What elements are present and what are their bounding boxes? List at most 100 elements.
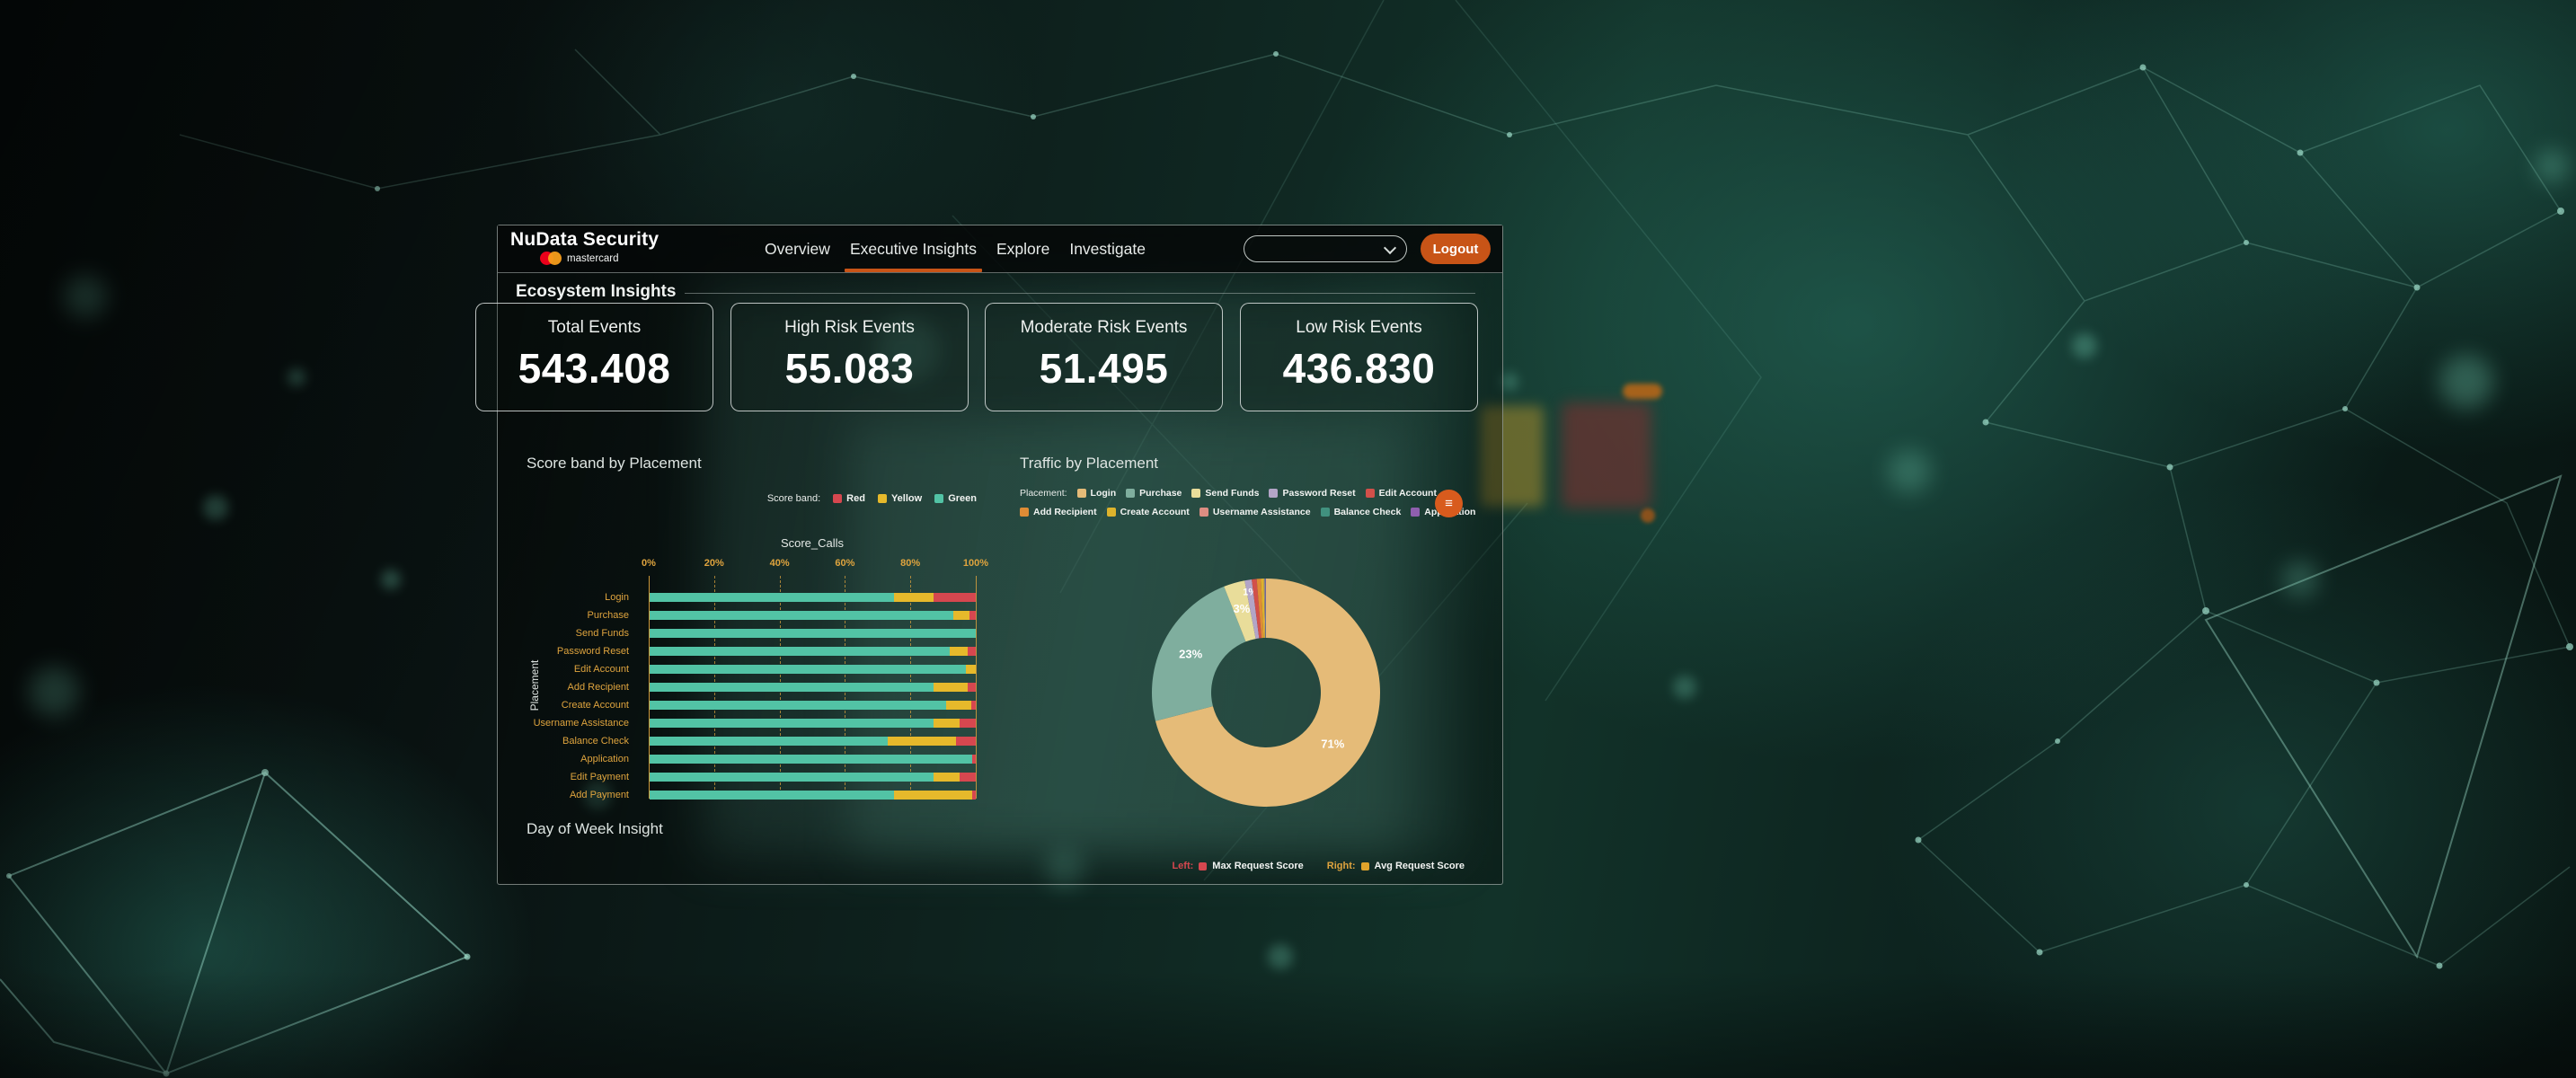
bar-category-label: Password Reset xyxy=(556,646,629,657)
nav-item-explore[interactable]: Explore xyxy=(996,240,1050,258)
background-blob xyxy=(1641,508,1655,523)
donut-slice-create-account[interactable] xyxy=(1261,579,1265,639)
x-axis-ticks: 0% 20% 40% 60% 80% 100% xyxy=(642,558,988,570)
legend-item-password-reset[interactable]: Password Reset xyxy=(1269,488,1356,499)
metric-card-label: Moderate Risk Events xyxy=(1020,318,1188,337)
bar-segment-red[interactable] xyxy=(969,611,976,620)
bar-segment-red[interactable] xyxy=(959,773,976,782)
bar-category-label: Username Assistance xyxy=(533,718,629,729)
bar-segment-red[interactable] xyxy=(967,647,976,656)
logout-button[interactable]: Logout xyxy=(1421,234,1491,264)
bar-category-label: Edit Payment xyxy=(570,772,629,782)
legend-item-purchase[interactable]: Purchase xyxy=(1126,488,1182,499)
bar-segment-red[interactable] xyxy=(970,701,976,710)
bar-category-label: Purchase xyxy=(587,610,629,621)
bar-segment-red[interactable] xyxy=(972,791,976,800)
nav-item-overview[interactable]: Overview xyxy=(765,240,830,258)
bar-row-edit-account xyxy=(649,660,976,678)
donut-slice-add-recipient[interactable] xyxy=(1256,579,1264,639)
mastercard-circle-orange-icon xyxy=(548,252,562,265)
bar-segment-red[interactable] xyxy=(959,719,976,728)
chevron-down-icon xyxy=(1383,241,1397,255)
legend-item-send-funds[interactable]: Send Funds xyxy=(1191,488,1259,499)
legend-title: Placement: xyxy=(1020,488,1067,499)
y-axis-title: Placement xyxy=(528,659,541,711)
nav-item-investigate[interactable]: Investigate xyxy=(1069,240,1146,258)
legend-swatch xyxy=(1020,508,1029,517)
bar-segment-yellow[interactable] xyxy=(946,701,971,710)
gridline xyxy=(649,576,650,799)
bar-track xyxy=(650,701,976,710)
bar-segment-green[interactable] xyxy=(650,647,950,656)
legend-item-add-recipient[interactable]: Add Recipient xyxy=(1020,507,1097,517)
legend-item-balance-check[interactable]: Balance Check xyxy=(1320,507,1401,517)
dow-legend-item-max-request-score[interactable]: Left: Max Request Score xyxy=(1172,861,1303,871)
bar-segment-green[interactable] xyxy=(650,791,895,800)
bar-segment-green[interactable] xyxy=(650,737,888,746)
bar-category-label: Create Account xyxy=(561,700,629,711)
brand-logo: NuData Security mastercard xyxy=(510,229,659,265)
bar-segment-yellow[interactable] xyxy=(966,665,976,674)
bar-segment-yellow[interactable] xyxy=(933,719,960,728)
legend-swatch xyxy=(1076,489,1086,498)
x-tick: 100% xyxy=(962,558,989,569)
metric-card-moderate-risk-events: Moderate Risk Events 51.495 xyxy=(985,303,1223,411)
mastercard-wordmark: mastercard xyxy=(567,252,619,264)
legend-item-create-account[interactable]: Create Account xyxy=(1106,507,1190,517)
bar-segment-green[interactable] xyxy=(650,683,934,692)
bar-segment-red[interactable] xyxy=(933,593,976,602)
bar-segment-yellow[interactable] xyxy=(933,773,960,782)
bar-segment-yellow[interactable] xyxy=(887,737,957,746)
menu-badge-button[interactable]: ≡ xyxy=(1435,490,1463,517)
bar-row-password-reset xyxy=(649,642,976,660)
bar-segment-red[interactable] xyxy=(956,737,976,746)
scoreband-chart-title: Score band by Placement xyxy=(527,455,702,472)
bar-segment-green[interactable] xyxy=(650,773,934,782)
bar-segment-green[interactable] xyxy=(650,719,934,728)
bar-segment-yellow[interactable] xyxy=(894,791,973,800)
donut-data-label: 23% xyxy=(1179,647,1202,660)
bar-segment-green[interactable] xyxy=(650,593,895,602)
bar-segment-green[interactable] xyxy=(650,755,973,764)
donut-slice-send-funds[interactable] xyxy=(1224,580,1256,642)
bar-segment-yellow[interactable] xyxy=(933,683,968,692)
metric-card-label: High Risk Events xyxy=(784,318,915,337)
donut-slice-purchase[interactable] xyxy=(1152,586,1246,721)
filter-dropdown[interactable] xyxy=(1244,235,1407,262)
bar-category-label: Add Recipient xyxy=(567,682,630,693)
x-tick: 60% xyxy=(835,558,855,569)
bar-category-label: Application xyxy=(580,754,629,764)
bar-segment-yellow[interactable] xyxy=(952,611,969,620)
dow-legend-item-avg-request-score[interactable]: Right: Avg Request Score xyxy=(1327,861,1465,871)
bar-segment-green[interactable] xyxy=(650,629,976,638)
donut-slice-login[interactable] xyxy=(1155,579,1381,807)
legend-item-login[interactable]: Login xyxy=(1076,488,1116,499)
nav-item-executive-insights[interactable]: Executive Insights xyxy=(844,225,983,272)
bar-segment-green[interactable] xyxy=(650,701,947,710)
donut-slice-balance-check[interactable] xyxy=(1264,579,1266,638)
legend-swatch xyxy=(1320,508,1330,517)
bar-track xyxy=(650,665,976,674)
legend-item-yellow[interactable]: Yellow xyxy=(877,493,922,504)
x-tick: 80% xyxy=(900,558,921,569)
bar-segment-yellow[interactable] xyxy=(949,647,968,656)
legend-label: Avg Request Score xyxy=(1374,861,1465,871)
donut-slice-password-reset[interactable] xyxy=(1244,579,1260,640)
scoreband-legend: Score band: Red Yellow Green xyxy=(649,493,977,504)
donut-slice-application[interactable] xyxy=(1265,578,1266,638)
bar-row-application xyxy=(649,750,976,768)
donut-data-label: 3% xyxy=(1234,602,1251,615)
bar-segment-yellow[interactable] xyxy=(894,593,934,602)
bar-segment-green[interactable] xyxy=(650,611,953,620)
bar-segment-red[interactable] xyxy=(972,755,976,764)
bar-segment-green[interactable] xyxy=(650,665,967,674)
legend-item-username-assistance[interactable]: Username Assistance xyxy=(1199,507,1311,517)
legend-item-green[interactable]: Green xyxy=(934,493,977,504)
legend-item-red[interactable]: Red xyxy=(833,493,865,504)
legend-item-edit-account[interactable]: Edit Account xyxy=(1365,488,1437,499)
donut-slice-edit-account[interactable] xyxy=(1252,579,1262,639)
bar-track xyxy=(650,629,976,638)
donut-slice-username-assistance[interactable] xyxy=(1263,579,1266,639)
bar-segment-red[interactable] xyxy=(967,683,976,692)
bar-row-create-account xyxy=(649,696,976,714)
